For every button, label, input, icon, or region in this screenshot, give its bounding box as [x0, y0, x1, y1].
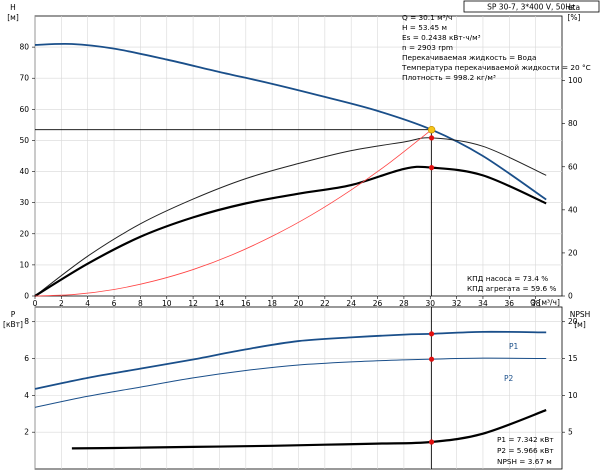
- x-tick-label: 22: [320, 299, 330, 308]
- pump-efficiency-label: КПД насоса = 73.4 %: [467, 274, 548, 283]
- p2-curve-label: P2: [504, 374, 514, 383]
- q-axis-label: Q [м³/ч]: [530, 298, 560, 307]
- efficiency-marker: [428, 135, 435, 141]
- duty-marker: [428, 439, 435, 445]
- upper-panel: 0 2 4 6 8 10 12 14 16 18 20 22 24 26 28 30 32 34 36 3801020…: [19, 15, 583, 308]
- x-tick-label: 10: [162, 299, 172, 308]
- x-tick-label: 8: [138, 299, 143, 308]
- p-tick-label: 4: [24, 391, 29, 400]
- eta-tick-label: 20: [568, 248, 578, 257]
- p2-curve: [34, 357, 547, 408]
- h-axis-label: H: [10, 3, 16, 12]
- h-tick-label: 80: [19, 43, 29, 52]
- title-box: [463, 0, 600, 13]
- chart-title: SP 30-7, 3*400 V, 50Hz: [487, 3, 575, 12]
- npsh-axis-label: NPSH: [570, 310, 591, 319]
- duty-point-marker: [427, 126, 436, 134]
- h-tick-label: 50: [19, 136, 29, 145]
- h-tick-label: 70: [19, 74, 29, 83]
- x-tick-label: 0: [33, 299, 38, 308]
- h-tick-label: 40: [19, 167, 29, 176]
- unit-efficiency-label: КПД агрегата = 59.6 %: [467, 284, 556, 293]
- eta-tick-label: 40: [568, 205, 578, 214]
- p-tick-label: 8: [24, 317, 29, 326]
- eta-tick-label: 80: [568, 119, 578, 128]
- p1-value: P1 = 7.342 кВт: [497, 435, 554, 444]
- unit-eta-curve: [34, 165, 547, 297]
- h-tick-label: 20: [19, 229, 29, 238]
- npsh-tick-label: 10: [568, 391, 578, 400]
- eta-tick-label: 0: [568, 292, 573, 301]
- annotation-liquid: Перекачиваемая жидкость = Вода: [402, 53, 537, 62]
- x-tick-label: 24: [346, 299, 356, 308]
- x-tick-label: 20: [294, 299, 304, 308]
- x-tick-label: 6: [112, 299, 117, 308]
- annotation-density: Плотность = 998.2 кг/м³: [402, 73, 496, 82]
- h-axis-unit: [м]: [7, 13, 19, 22]
- npsh-axis-unit: [м]: [574, 320, 586, 329]
- x-tick-label: 30: [425, 299, 435, 308]
- npsh-tick-label: 5: [568, 428, 573, 437]
- x-tick-label: 26: [373, 299, 383, 308]
- x-tick-label: 12: [188, 299, 198, 308]
- annotation-temperature: Температура перекачиваемой жидкости = 20…: [401, 63, 591, 72]
- x-tick-label: 38: [531, 299, 541, 308]
- x-tick-label: 28: [399, 299, 409, 308]
- x-tick-label: 18: [267, 299, 277, 308]
- p1-curve: [34, 330, 547, 390]
- x-tick-label: 2: [59, 299, 64, 308]
- p-axis-unit: [кВт]: [3, 320, 23, 329]
- p2-value: P2 = 5.966 кВт: [497, 446, 554, 455]
- system-curve-curve: [34, 129, 432, 297]
- power-values-box: P1 = 7.342 кВт P2 = 5.966 кВт NPSH = 3.6…: [497, 435, 554, 466]
- x-tick-label: 4: [85, 299, 90, 308]
- duty-point-annotations: Q = 30.1 м³/ч H = 53.45 м Es = 0.2438 кВ…: [401, 13, 591, 82]
- eta-axis-unit: [%]: [568, 13, 581, 22]
- h-tick-label: 30: [19, 198, 29, 207]
- p-tick-label: 2: [24, 428, 29, 437]
- x-tick-label: 16: [241, 299, 251, 308]
- eta-tick-label: 60: [568, 162, 578, 171]
- efficiency-marker: [428, 165, 435, 171]
- h-tick-label: 0: [24, 292, 29, 301]
- x-tick-label: 14: [215, 299, 225, 308]
- npsh-tick-label: 20: [568, 317, 578, 326]
- x-tick-label: 32: [452, 299, 462, 308]
- pump-eta-curve: [34, 137, 547, 297]
- npsh-curve: [71, 409, 547, 450]
- p1-curve-label: P1: [509, 342, 519, 351]
- annotation-n: n = 2903 rpm: [402, 43, 453, 52]
- h-tick-label: 10: [19, 260, 29, 269]
- annotation-es: Es = 0.2438 кВт-ч/м³: [402, 33, 481, 42]
- x-tick-label: 34: [478, 299, 488, 308]
- npsh-value: NPSH = 3.67 м: [497, 457, 552, 466]
- p-axis-label: P: [11, 310, 16, 319]
- efficiency-labels: КПД насоса = 73.4 % КПД агрегата = 59.6 …: [467, 274, 556, 293]
- lower-panel: 2 4 6 8 5 10 15 20: [24, 306, 578, 470]
- p-tick-label: 6: [24, 354, 29, 363]
- annotation-h: H = 53.45 м: [402, 23, 447, 32]
- eta-tick-label: 100: [568, 76, 583, 85]
- eta-axis-label: eta: [568, 3, 580, 12]
- x-tick-label: 36: [505, 299, 515, 308]
- npsh-tick-label: 15: [568, 354, 578, 363]
- duty-marker: [428, 331, 435, 337]
- h-curve: [34, 42, 547, 201]
- h-tick-label: 60: [19, 105, 29, 114]
- duty-marker: [428, 356, 435, 362]
- annotation-q: Q = 30.1 м³/ч: [402, 13, 452, 22]
